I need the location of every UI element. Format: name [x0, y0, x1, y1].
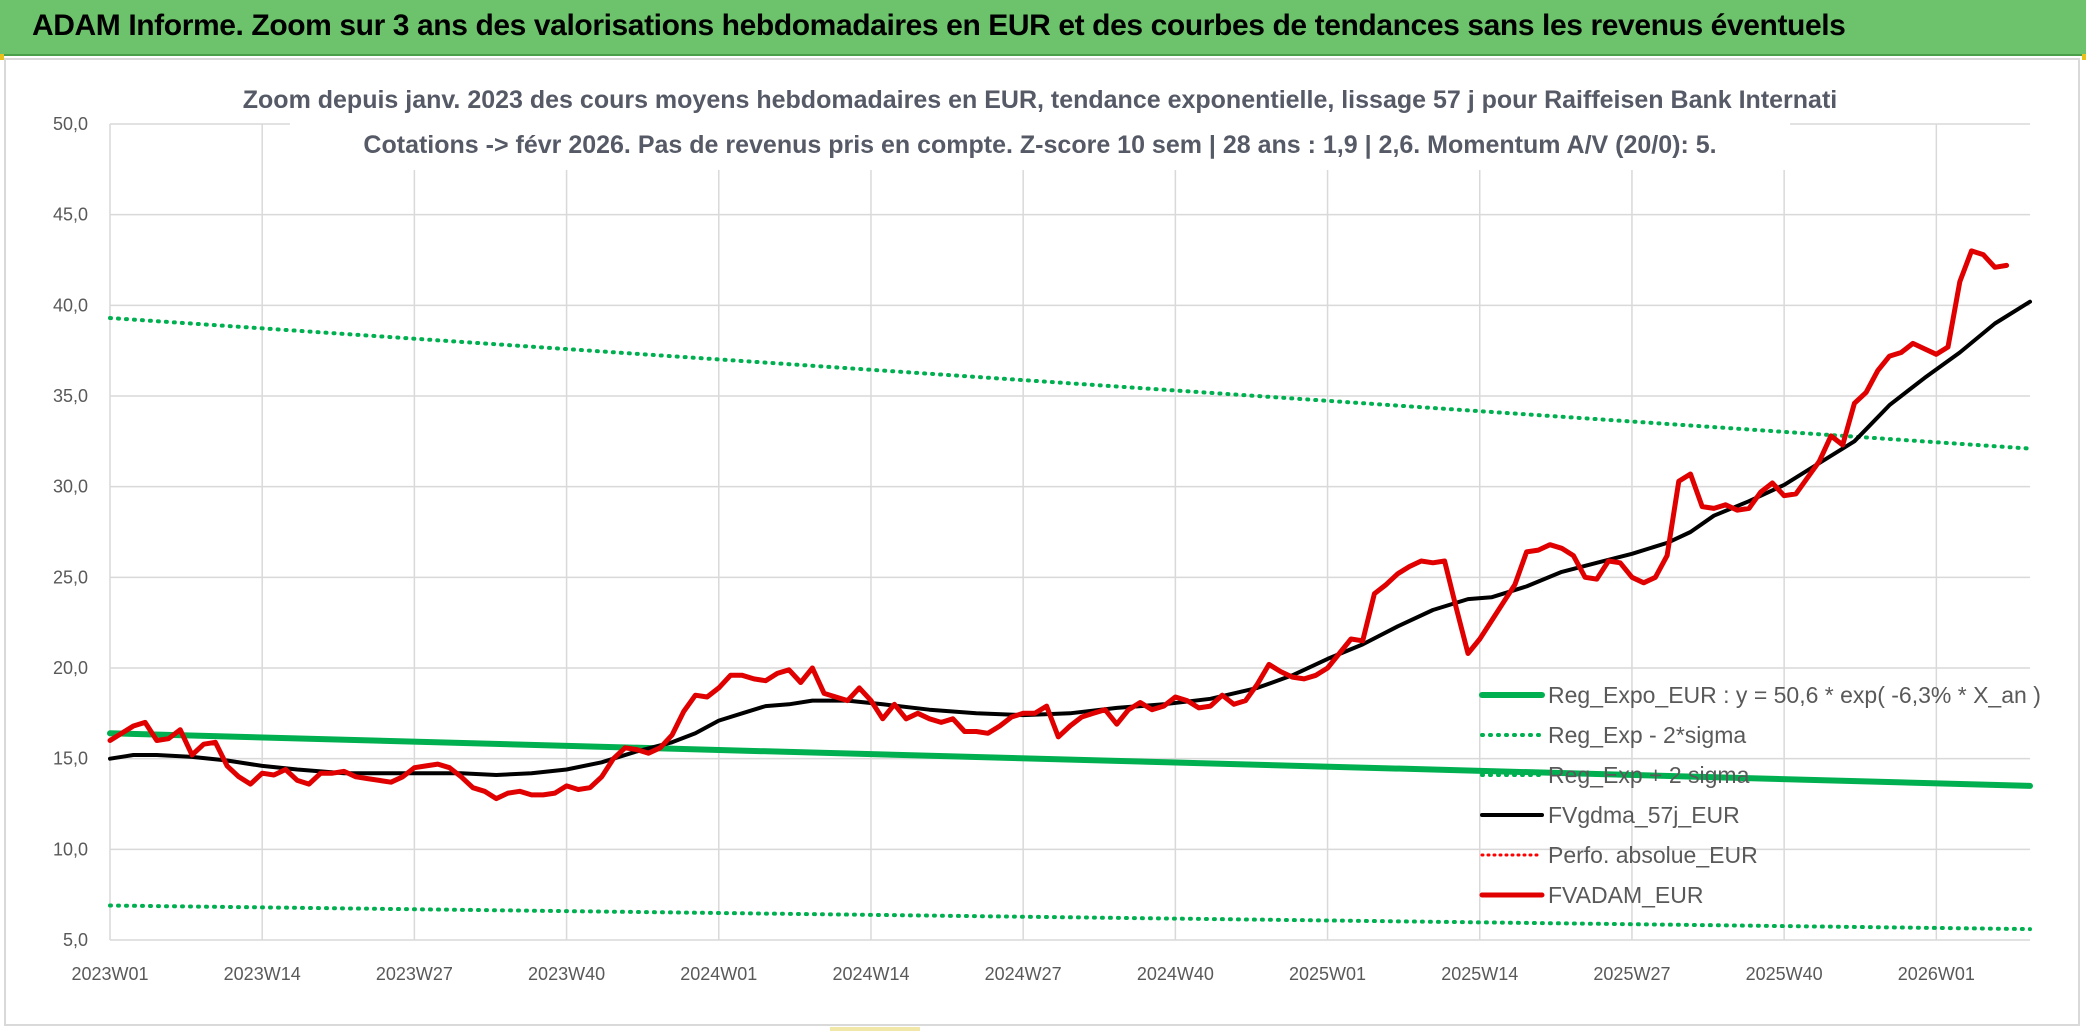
- x-tick-label: 2025W40: [1746, 964, 1823, 984]
- chart-frame: [4, 58, 2080, 1026]
- y-tick-label: 20,0: [53, 658, 88, 678]
- y-tick-label: 50,0: [53, 114, 88, 134]
- report-title: ADAM Informe. Zoom sur 3 ans des valoris…: [32, 9, 1846, 42]
- y-tick-label: 25,0: [53, 567, 88, 587]
- y-tick-label: 10,0: [53, 839, 88, 859]
- series-line-1: [108, 903, 2032, 932]
- legend: Reg_Expo_EUR : y = 50,6 * exp( -6,3% * X…: [1479, 682, 2041, 908]
- series-line-4: [107, 248, 2010, 802]
- chart-title-line-1: Zoom depuis janv. 2023 des cours moyens …: [243, 86, 1837, 114]
- x-tick-label: 2024W01: [680, 964, 757, 984]
- x-tick-label: 2023W27: [376, 964, 453, 984]
- x-tick-label: 2025W01: [1289, 964, 1366, 984]
- chart-title-line-2: Cotations -> févr 2026. Pas de revenus p…: [363, 131, 1716, 159]
- x-tick-label: 2024W27: [985, 964, 1062, 984]
- x-tick-label: 2024W40: [1137, 964, 1214, 984]
- y-axis-ticks: 5,0 10,0 15,0 20,0 25,0 30,0 35,0 40,0 45,0 50,0: [53, 114, 88, 950]
- x-tick-label: 2025W14: [1441, 964, 1518, 984]
- corner-mark-left: [0, 54, 4, 60]
- x-tick-label: 2023W40: [528, 964, 605, 984]
- x-tick-label: 2023W14: [224, 964, 301, 984]
- legend-label-3: FVgdma_57j_EUR: [1548, 802, 1740, 828]
- series-line-3: [108, 299, 2032, 777]
- report-banner: ADAM Informe. Zoom sur 3 ans des valoris…: [0, 0, 2086, 56]
- legend-label-0: Reg_Expo_EUR : y = 50,6 * exp( -6,3% * X…: [1548, 682, 2041, 708]
- x-tick-label: 2025W27: [1593, 964, 1670, 984]
- y-tick-label: 15,0: [53, 749, 88, 769]
- x-tick-label: 2026W01: [1898, 964, 1975, 984]
- y-tick-label: 30,0: [53, 477, 88, 497]
- series-line-2: [108, 316, 2032, 451]
- corner-mark-right: [2082, 54, 2086, 60]
- legend-label-1: Reg_Exp - 2*sigma: [1548, 722, 1746, 748]
- x-tick-label: 2023W01: [71, 964, 148, 984]
- y-tick-label: 35,0: [53, 386, 88, 406]
- x-axis-ticks: 2023W01 2023W14 2023W27 2023W40 2024W01 2024W…: [71, 964, 1974, 984]
- bottom-mark: [830, 1027, 920, 1031]
- x-tick-label: 2024W14: [832, 964, 909, 984]
- series-line-0: [107, 730, 2033, 789]
- y-tick-label: 5,0: [63, 930, 88, 950]
- data-series: [107, 248, 2033, 932]
- legend-label-2: Reg_Exp + 2 sigma: [1548, 762, 1750, 788]
- legend-label-4: Perfo. absolue_EUR: [1548, 842, 1758, 868]
- legend-label-5: FVADAM_EUR: [1548, 882, 1704, 908]
- chart-title-box: Zoom depuis janv. 2023 des cours moyens …: [243, 78, 1837, 170]
- chart-title-background: [290, 78, 1790, 170]
- y-tick-label: 40,0: [53, 295, 88, 315]
- grid-lines: [109, 123, 2030, 941]
- y-tick-label: 45,0: [53, 205, 88, 225]
